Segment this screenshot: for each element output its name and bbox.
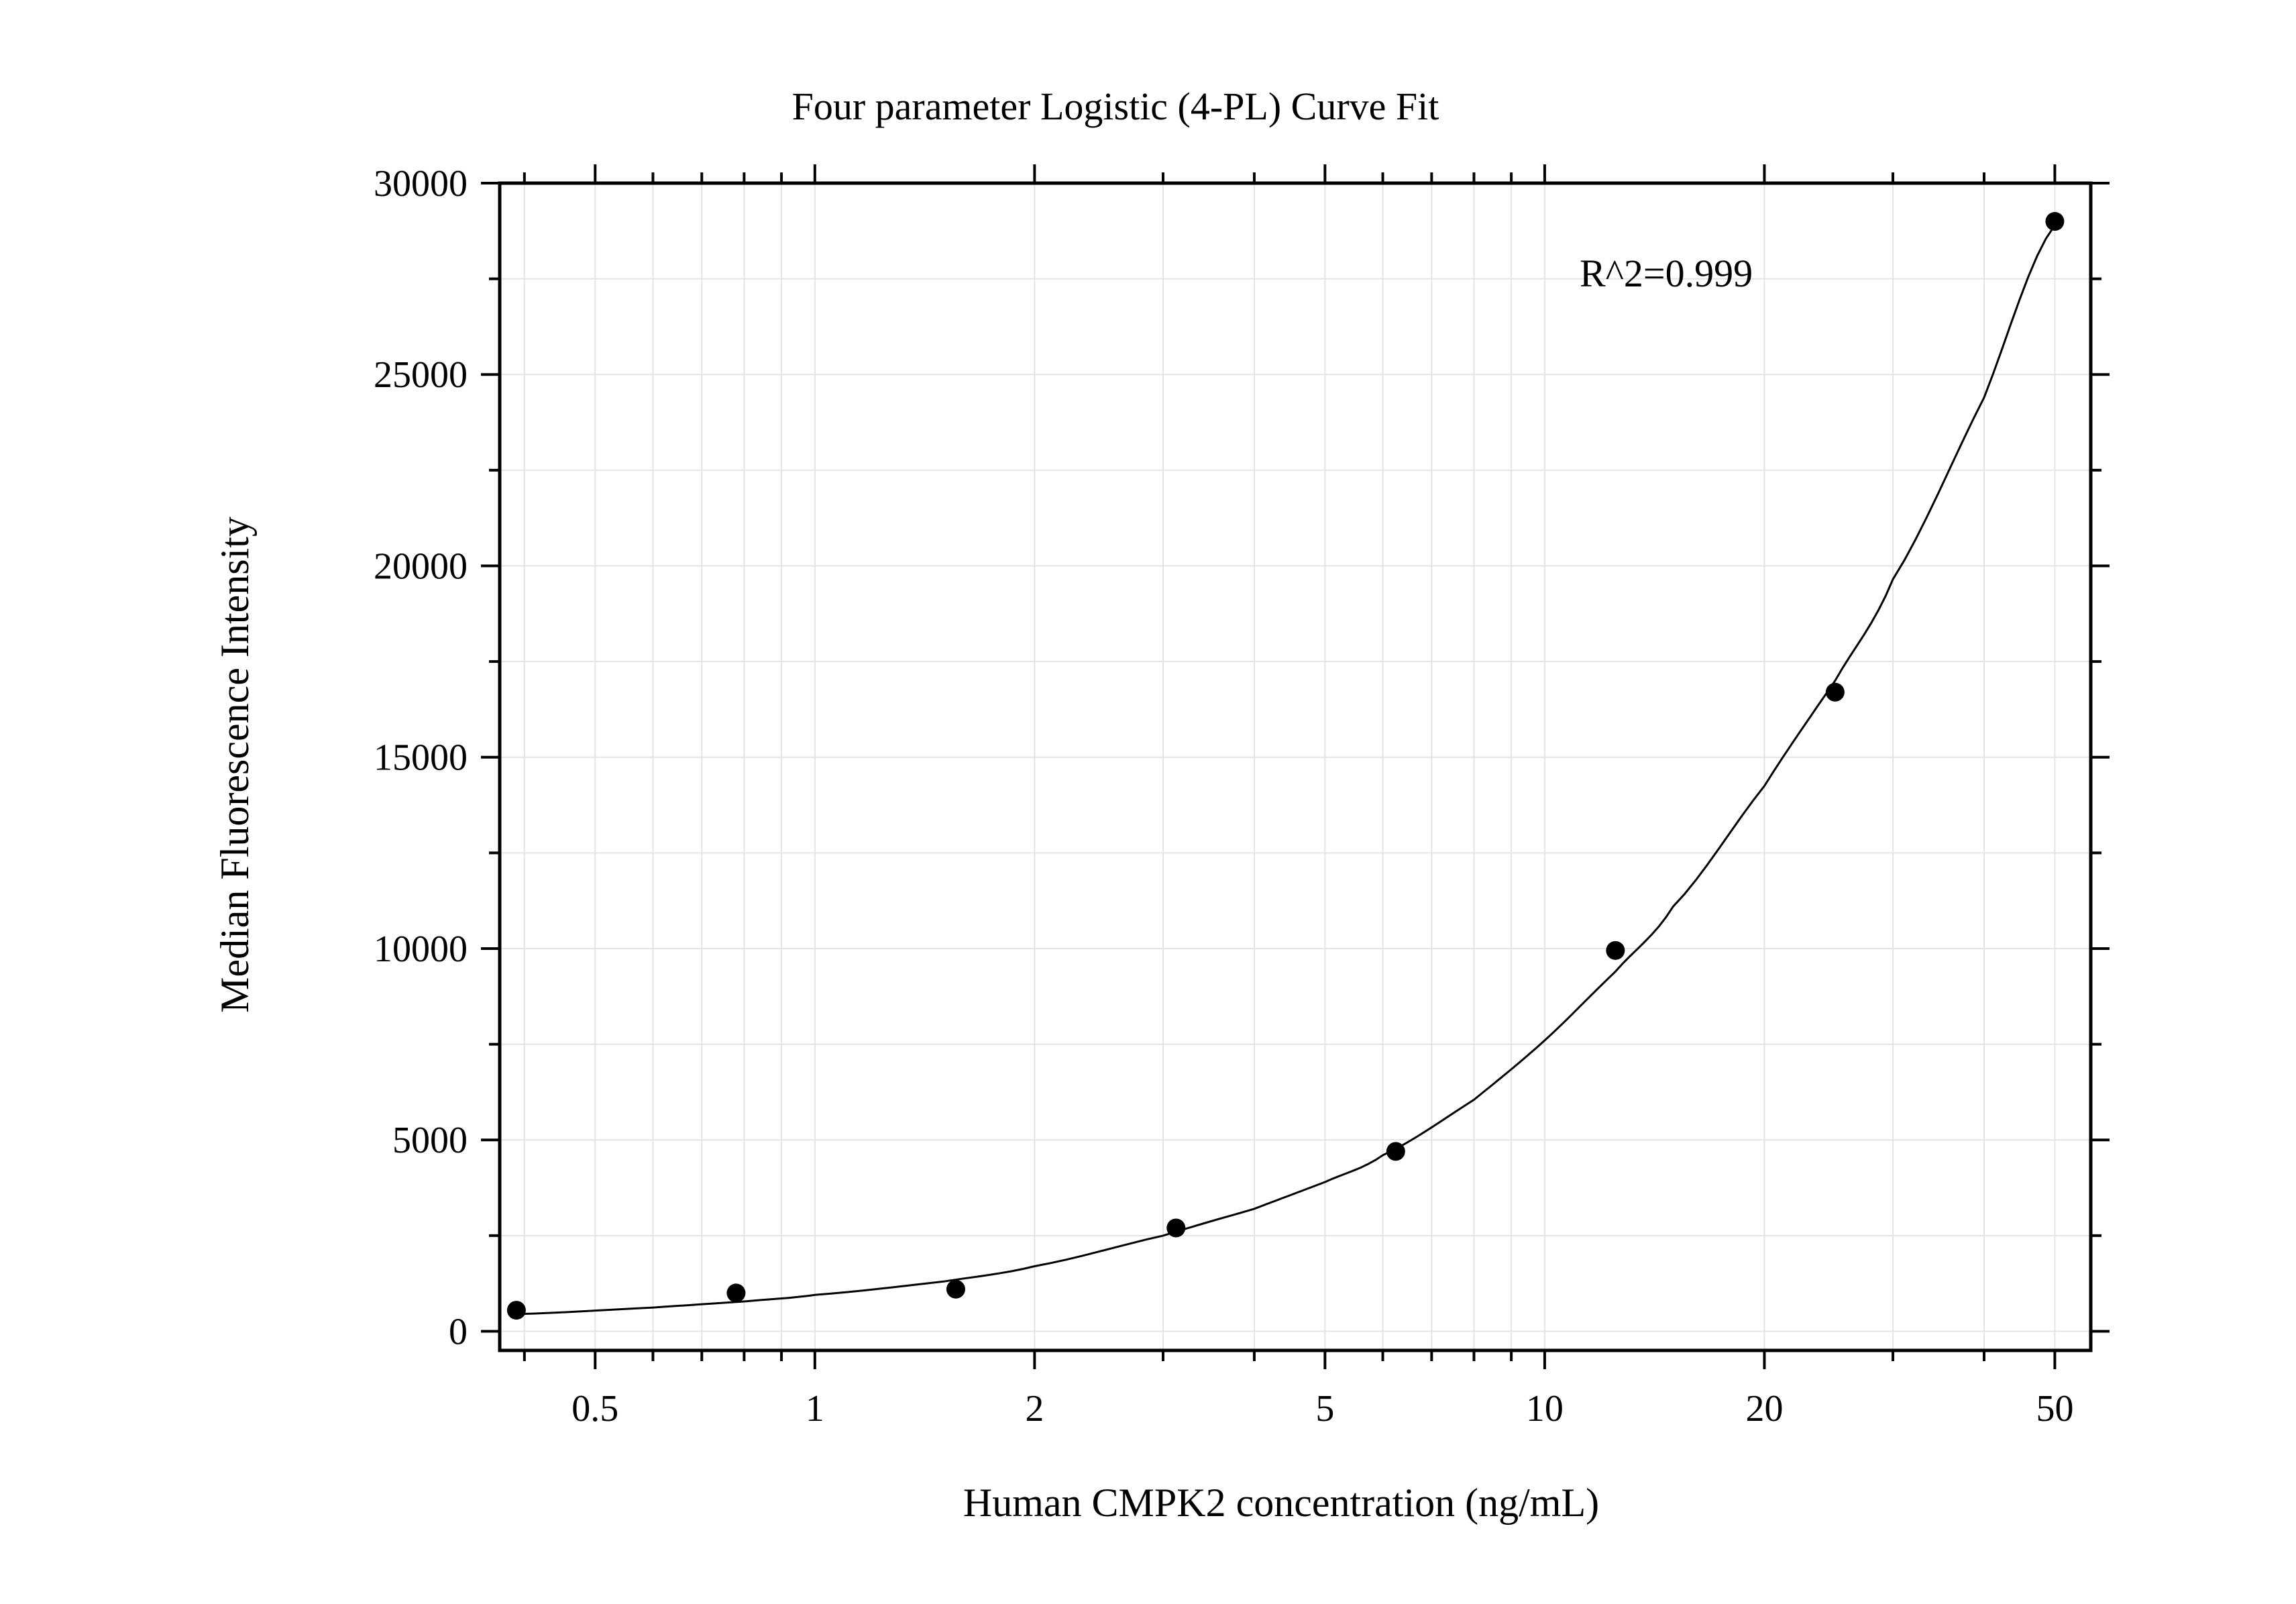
data-point [946, 1279, 965, 1299]
plot-frame [498, 181, 2093, 1352]
y-tick-label: 20000 [374, 545, 468, 587]
data-point [726, 1283, 746, 1303]
x-tick-label: 50 [2036, 1388, 2073, 1430]
x-tick-label: 1 [806, 1388, 824, 1430]
y-tick-label: 30000 [374, 163, 468, 205]
x-tick-label: 20 [1745, 1388, 1783, 1430]
grid-lines [500, 182, 2091, 1350]
y-tick-label: 5000 [392, 1120, 468, 1161]
y-tick-label: 10000 [374, 928, 468, 970]
chart-title: Four parameter Logistic (4-PL) Curve Fit [792, 85, 1439, 128]
y-axis-label: Median Fluorescence Intensity [213, 517, 257, 1013]
fit-curve [516, 224, 2056, 1316]
data-point [1166, 1218, 1186, 1238]
x-axis-label: Human CMPK2 concentration (ng/mL) [963, 1481, 1599, 1525]
x-tick-label: 2 [1025, 1388, 1044, 1430]
data-point [506, 1301, 526, 1320]
data-point [2045, 212, 2065, 231]
y-tick-label: 25000 [374, 354, 468, 396]
data-point [1825, 682, 1845, 702]
x-tick-label: 0.5 [571, 1388, 618, 1430]
x-tick-label: 10 [1526, 1388, 1564, 1430]
fit-curve-layer [516, 224, 2056, 1316]
axes: 0.5 1 2 5 10 20 50 0 5000 10000 15000 20000 25000 300… [374, 163, 2110, 1430]
data-points [506, 212, 2065, 1320]
r-squared-annotation: R^2=0.999 [1580, 252, 1753, 295]
x-tick-label: 5 [1315, 1388, 1334, 1430]
y-tick-label: 15000 [374, 737, 468, 779]
data-point [1606, 941, 1625, 960]
data-point [1386, 1142, 1405, 1161]
y-tick-label: 0 [449, 1311, 468, 1352]
